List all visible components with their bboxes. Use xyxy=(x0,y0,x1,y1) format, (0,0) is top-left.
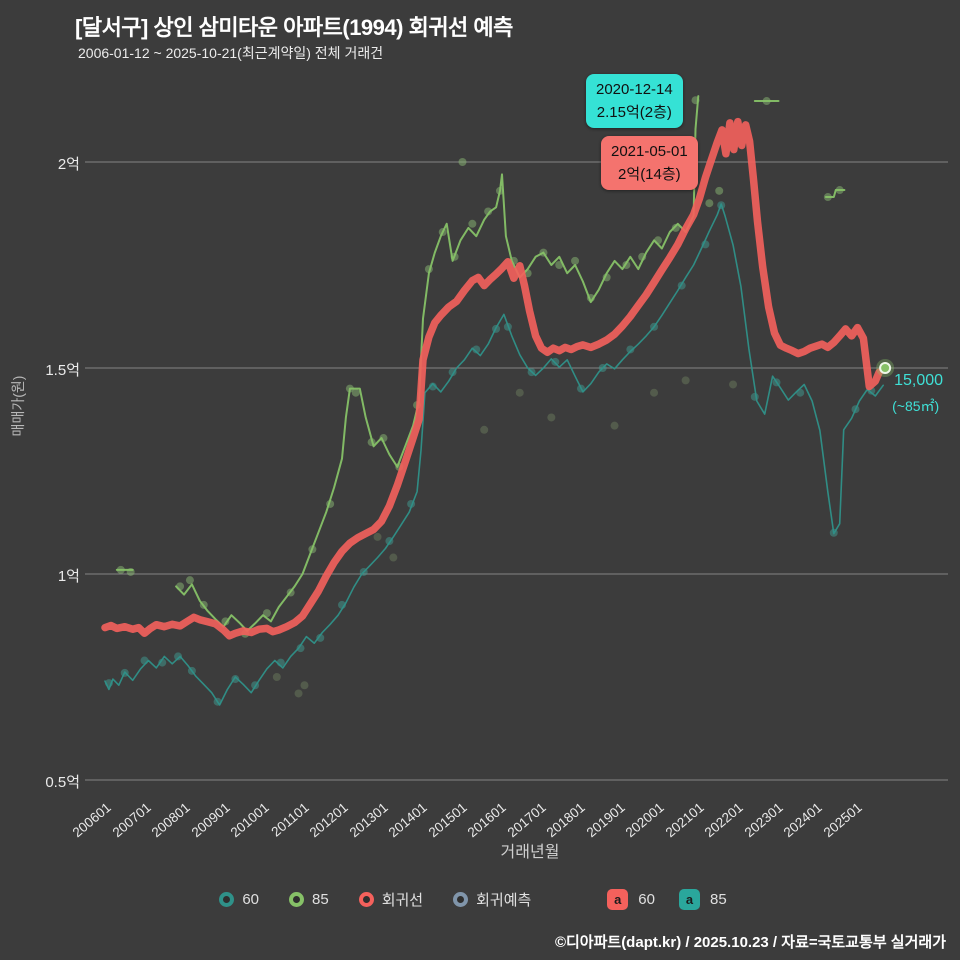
scatter-point-60 xyxy=(158,658,167,667)
legend-label: 85 xyxy=(312,891,329,908)
series-line-회귀선 xyxy=(101,117,883,640)
legend-item-85[interactable]: 85 xyxy=(289,891,329,908)
scatter-point-85-low xyxy=(294,689,303,698)
scatter-point-60 xyxy=(296,644,305,653)
scatter-point-85 xyxy=(671,223,680,232)
y-tick-label: 1억 xyxy=(57,568,80,585)
legend-badges: a 60 a 85 xyxy=(607,889,740,910)
legend: 60 85 회귀선 회귀예측 a 60 a 85 xyxy=(0,889,960,910)
series-line-85 xyxy=(824,189,846,198)
scatter-point-60 xyxy=(750,392,759,401)
series-line-60 xyxy=(104,203,885,706)
scatter-point-85-low xyxy=(480,425,489,434)
scatter-point-85 xyxy=(468,219,477,228)
scatter-point-85-low xyxy=(515,388,524,397)
legend-label: 60 xyxy=(242,891,259,908)
badge-a-60[interactable]: a xyxy=(607,889,629,910)
scatter-point-60 xyxy=(428,382,437,391)
scatter-point-85-low xyxy=(272,673,281,681)
scatter-point-85-low xyxy=(610,421,619,430)
x-axis-title: 거래년월 xyxy=(500,844,560,861)
series-85-marker-icon xyxy=(289,892,304,907)
scatter-point-85 xyxy=(484,207,493,216)
scatter-point-85 xyxy=(185,576,194,585)
annotation-value: 2억(14층) xyxy=(618,166,681,183)
y-tick-label: 0.5억 xyxy=(45,774,80,791)
latest-price-label: 15,000 xyxy=(894,372,944,389)
series-line-85 xyxy=(175,95,700,632)
legend-item-prediction[interactable]: 회귀예측 xyxy=(453,889,531,910)
legend-label: 회귀선 xyxy=(381,892,424,909)
scatter-point-85 xyxy=(262,609,271,618)
y-tick-label: 2억 xyxy=(57,156,80,173)
scatter-point-85 xyxy=(351,388,360,397)
legend-label: 회귀예측 xyxy=(476,892,532,909)
scatter-point-60 xyxy=(472,345,481,354)
scatter-point-60 xyxy=(174,652,183,661)
page-subtitle: 2006-01-12 ~ 2025-10-21(최근계약일) 전체 거래건 xyxy=(78,45,384,61)
badge-label-60: 60 xyxy=(638,891,655,908)
scatter-point-85-low xyxy=(729,380,738,389)
scatter-point-85-low xyxy=(300,681,309,690)
annotation-value: 2.15억(2층) xyxy=(596,104,672,121)
regression-marker-icon xyxy=(358,892,374,907)
scatter-point-85-low xyxy=(547,413,556,422)
badge-a-85[interactable]: a xyxy=(678,889,700,910)
annotation-2021-05-01: 2021-05-01 2억(14층) xyxy=(601,136,698,190)
y-tick-label: 1.5억 xyxy=(45,362,80,379)
scatter-point-60 xyxy=(316,633,325,642)
scatter-point-60 xyxy=(551,357,560,366)
scatter-point-85 xyxy=(458,158,467,166)
end-marker-dot xyxy=(879,362,892,374)
badge-label-85: 85 xyxy=(709,891,727,908)
prediction-marker-icon xyxy=(453,892,469,907)
legend-item-regression[interactable]: 회귀선 xyxy=(358,889,424,910)
footer-credit: ©디아파트(dapt.kr) / 2025.10.23 / 자료=국토교통부 실… xyxy=(554,934,946,951)
page-title: [달서구] 상인 삼미타운 아파트(1994) 회귀선 예측 xyxy=(75,15,513,40)
scatter-point-85-low xyxy=(681,376,690,385)
legend-item-60[interactable]: 60 xyxy=(219,891,259,908)
annotation-2020-12-14: 2020-12-14 2.15억(2층) xyxy=(586,74,683,128)
scatter-point-85 xyxy=(715,186,724,195)
series-60-marker-icon xyxy=(219,892,235,907)
scatter-point-85-low xyxy=(373,532,382,541)
scatter-point-85-low xyxy=(650,388,659,397)
scatter-point-60 xyxy=(626,345,635,354)
annotation-date: 2021-05-01 xyxy=(611,143,688,160)
scatter-point-85 xyxy=(571,256,580,265)
scatter-point-85 xyxy=(705,199,714,208)
scatter-point-85-low xyxy=(389,553,398,562)
annotation-date: 2020-12-14 xyxy=(596,81,673,98)
latest-area-label: (~85㎡) xyxy=(892,398,940,414)
